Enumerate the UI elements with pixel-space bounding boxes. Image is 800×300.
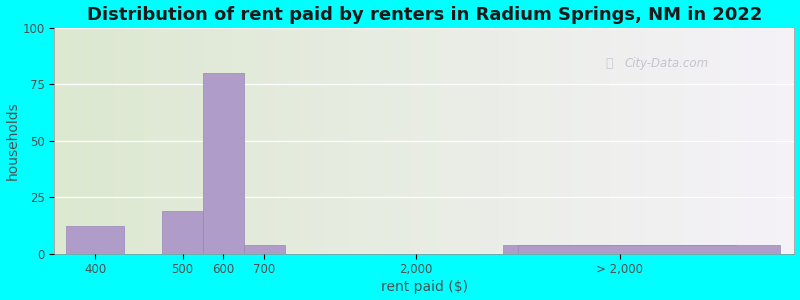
X-axis label: rent paid ($): rent paid ($): [381, 280, 468, 294]
Y-axis label: households: households: [6, 101, 19, 180]
Title: Distribution of rent paid by renters in Radium Springs, NM in 2022: Distribution of rent paid by renters in …: [86, 6, 762, 24]
Bar: [66, 226, 124, 254]
Bar: [244, 244, 285, 253]
Bar: [518, 244, 780, 253]
Text: City-Data.com: City-Data.com: [624, 58, 708, 70]
Bar: [503, 244, 736, 253]
Text: ⦾: ⦾: [606, 58, 614, 70]
Bar: [203, 73, 244, 254]
Bar: [162, 211, 203, 254]
